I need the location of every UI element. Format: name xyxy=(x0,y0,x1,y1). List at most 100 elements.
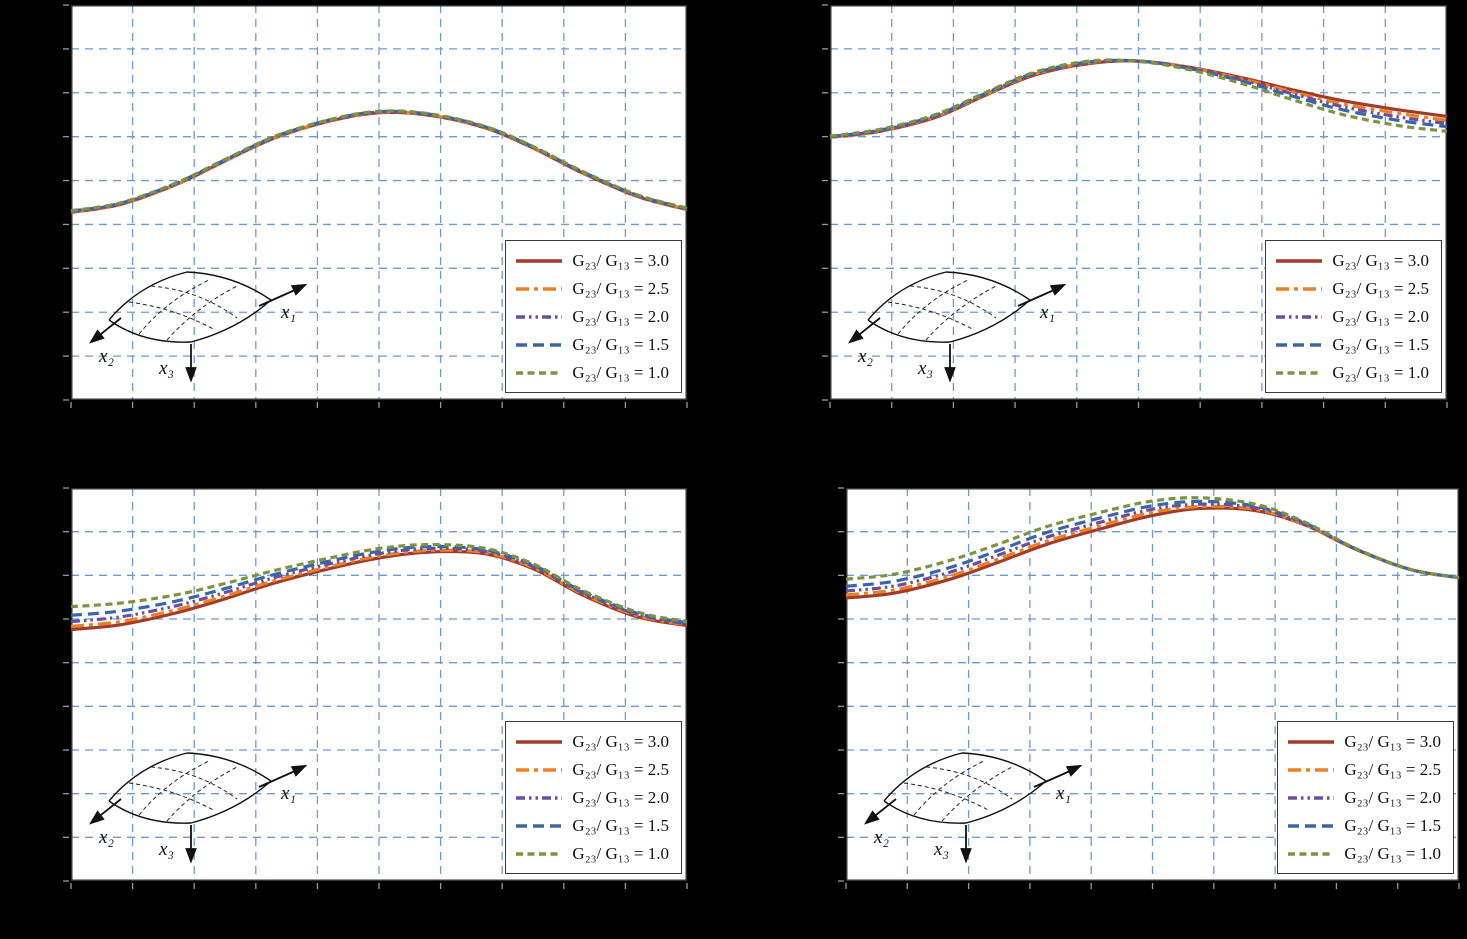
legend-line-sample xyxy=(516,314,563,319)
curve-bottom-left-series-0 xyxy=(70,549,688,632)
legend-line-sample xyxy=(1288,739,1335,744)
legend-line-sample xyxy=(1288,795,1335,800)
legend-item: G₂₃/ G₁₃ = 2.5 xyxy=(515,275,669,302)
inset-axis-label-x1: x₁ xyxy=(1039,302,1055,323)
inset-axis-label-x2: x₂ xyxy=(98,346,114,367)
legend-item: G₂₃/ G₁₃ = 1.5 xyxy=(1287,812,1441,839)
x1-axis-arrow xyxy=(1017,289,1055,307)
legend: G₂₃/ G₁₃ = 3.0 G₂₃/ G₁₃ = 2.5 G₂₃/ G₁₃ = 2… xyxy=(505,721,682,874)
curve-bottom-right-series-2 xyxy=(845,502,1460,593)
legend-item: G₂₃/ G₁₃ = 1.0 xyxy=(1287,840,1441,867)
curve-top-right-series-1 xyxy=(829,59,1448,139)
shell-inset-diagram: x₁ x₂ x₃ xyxy=(847,256,1082,398)
inset-axis-label-x2: x₂ xyxy=(873,827,889,848)
grid-lines xyxy=(830,5,1447,400)
curve-top-right-series-3 xyxy=(829,58,1448,139)
curve-bottom-right-series-4 xyxy=(845,496,1460,581)
legend-line-sample xyxy=(516,851,563,856)
legend-item: G₂₃/ G₁₃ = 1.5 xyxy=(515,812,669,839)
shell-sketch: x₁ x₂ x₃ xyxy=(847,271,1067,383)
x1-axis-arrow xyxy=(1033,770,1071,788)
legend-item: G₂₃/ G₁₃ = 3.0 xyxy=(1287,728,1441,755)
plot-frame xyxy=(71,5,687,400)
legend-item-label: G₂₃/ G₁₃ = 3.0 xyxy=(572,250,669,270)
legend-line-sample xyxy=(516,795,563,800)
legend-item: G₂₃/ G₁₃ = 2.0 xyxy=(515,784,669,811)
legend-item-label: G₂₃/ G₁₃ = 2.0 xyxy=(572,787,669,807)
legend-item: G₂₃/ G₁₃ = 2.5 xyxy=(1275,275,1429,302)
curve-bottom-left-series-1 xyxy=(70,548,688,628)
plot-frame xyxy=(830,5,1447,400)
chart-plot-top-right xyxy=(822,4,1448,408)
legend-line-sample xyxy=(516,258,563,263)
axis-ticks xyxy=(63,487,688,889)
legend-item-label: G₂₃/ G₁₃ = 1.5 xyxy=(1344,815,1441,835)
shell-sketch: x₁ x₂ x₃ xyxy=(88,752,308,864)
chart-panel-bottom-right: G₂₃/ G₁₃ = 3.0 G₂₃/ G₁₃ = 2.5 G₂₃/ G₁₃ = 2… xyxy=(838,487,1460,889)
legend-line-sample xyxy=(1288,851,1335,856)
legend-item: G₂₃/ G₁₃ = 2.0 xyxy=(515,303,669,330)
legend-item-label: G₂₃/ G₁₃ = 3.0 xyxy=(1332,250,1429,270)
curve-bottom-left-series-4 xyxy=(70,542,688,624)
plot-frame xyxy=(71,488,687,881)
legend: G₂₃/ G₁₃ = 3.0 G₂₃/ G₁₃ = 2.5 G₂₃/ G₁₃ = 2… xyxy=(1277,721,1454,874)
chart-panel-top-left: G₂₃/ G₁₃ = 3.0 G₂₃/ G₁₃ = 2.5 G₂₃/ G₁₃ = 2… xyxy=(63,4,688,408)
axis-ticks xyxy=(838,487,1460,889)
x2-axis-arrow xyxy=(873,798,897,818)
curve-top-right-series-2 xyxy=(829,58,1448,139)
legend-line-sample xyxy=(516,739,563,744)
inset-axis-label-x2: x₂ xyxy=(857,346,873,367)
legend-item: G₂₃/ G₁₃ = 1.0 xyxy=(515,840,669,867)
legend-line-sample xyxy=(1276,258,1323,263)
legend-item-label: G₂₃/ G₁₃ = 1.0 xyxy=(572,843,669,863)
inset-axis-label-x3: x₃ xyxy=(158,839,174,860)
axis-ticks xyxy=(63,4,688,408)
axis-ticks xyxy=(822,4,1448,408)
shell-sketch: x₁ x₂ x₃ xyxy=(863,752,1083,864)
legend-line-sample xyxy=(1276,342,1323,347)
inset-axis-label-x3: x₃ xyxy=(158,358,174,379)
legend-line-sample xyxy=(516,286,563,291)
legend-line-sample xyxy=(516,823,563,828)
legend-item-label: G₂₃/ G₁₃ = 2.5 xyxy=(572,278,669,298)
x2-axis-arrow xyxy=(857,317,881,337)
legend-item: G₂₃/ G₁₃ = 2.0 xyxy=(1287,784,1441,811)
chart-panel-bottom-left: G₂₃/ G₁₃ = 3.0 G₂₃/ G₁₃ = 2.5 G₂₃/ G₁₃ = 2… xyxy=(63,487,688,889)
legend-item-label: G₂₃/ G₁₃ = 1.0 xyxy=(1344,843,1441,863)
legend-item-label: G₂₃/ G₁₃ = 1.5 xyxy=(572,815,669,835)
legend-item: G₂₃/ G₁₃ = 2.5 xyxy=(1287,756,1441,783)
plot-frame xyxy=(846,488,1459,881)
legend-line-sample xyxy=(1276,370,1323,375)
x2-axis-arrow xyxy=(98,317,122,337)
legend-line-sample xyxy=(1276,314,1323,319)
legend-item-label: G₂₃/ G₁₃ = 1.0 xyxy=(572,362,669,382)
legend-line-sample xyxy=(1288,767,1335,772)
legend-item-label: G₂₃/ G₁₃ = 2.0 xyxy=(572,306,669,326)
legend-item: G₂₃/ G₁₃ = 1.5 xyxy=(515,331,669,358)
legend: G₂₃/ G₁₃ = 3.0 G₂₃/ G₁₃ = 2.5 G₂₃/ G₁₃ = 2… xyxy=(505,240,682,393)
legend-item-label: G₂₃/ G₁₃ = 2.0 xyxy=(1332,306,1429,326)
legend-line-sample xyxy=(516,342,563,347)
legend-item: G₂₃/ G₁₃ = 2.0 xyxy=(1275,303,1429,330)
legend-line-sample xyxy=(1276,286,1323,291)
shell-inset-diagram: x₁ x₂ x₃ xyxy=(88,256,323,398)
legend-line-sample xyxy=(516,767,563,772)
shell-inset-diagram: x₁ x₂ x₃ xyxy=(863,737,1098,879)
inset-axis-label-x1: x₁ xyxy=(280,302,296,323)
legend-item: G₂₃/ G₁₃ = 3.0 xyxy=(515,247,669,274)
inset-axis-label-x1: x₁ xyxy=(1055,783,1071,804)
shell-crosshatch xyxy=(128,279,238,341)
legend-item-label: G₂₃/ G₁₃ = 3.0 xyxy=(1344,731,1441,751)
inset-axis-label-x1: x₁ xyxy=(280,783,296,804)
shell-sketch: x₁ x₂ x₃ xyxy=(88,271,308,383)
inset-axis-label-x3: x₃ xyxy=(917,358,933,379)
legend: G₂₃/ G₁₃ = 3.0 G₂₃/ G₁₃ = 2.5 G₂₃/ G₁₃ = 2… xyxy=(1265,240,1442,393)
legend-item-label: G₂₃/ G₁₃ = 1.5 xyxy=(1332,334,1429,354)
legend-item-label: G₂₃/ G₁₃ = 3.0 xyxy=(572,731,669,751)
legend-line-sample xyxy=(1288,823,1335,828)
inset-axis-label-x3: x₃ xyxy=(933,839,949,860)
legend-item: G₂₃/ G₁₃ = 1.0 xyxy=(1275,359,1429,386)
x2-axis-arrow xyxy=(98,798,122,818)
legend-item-label: G₂₃/ G₁₃ = 2.5 xyxy=(1332,278,1429,298)
